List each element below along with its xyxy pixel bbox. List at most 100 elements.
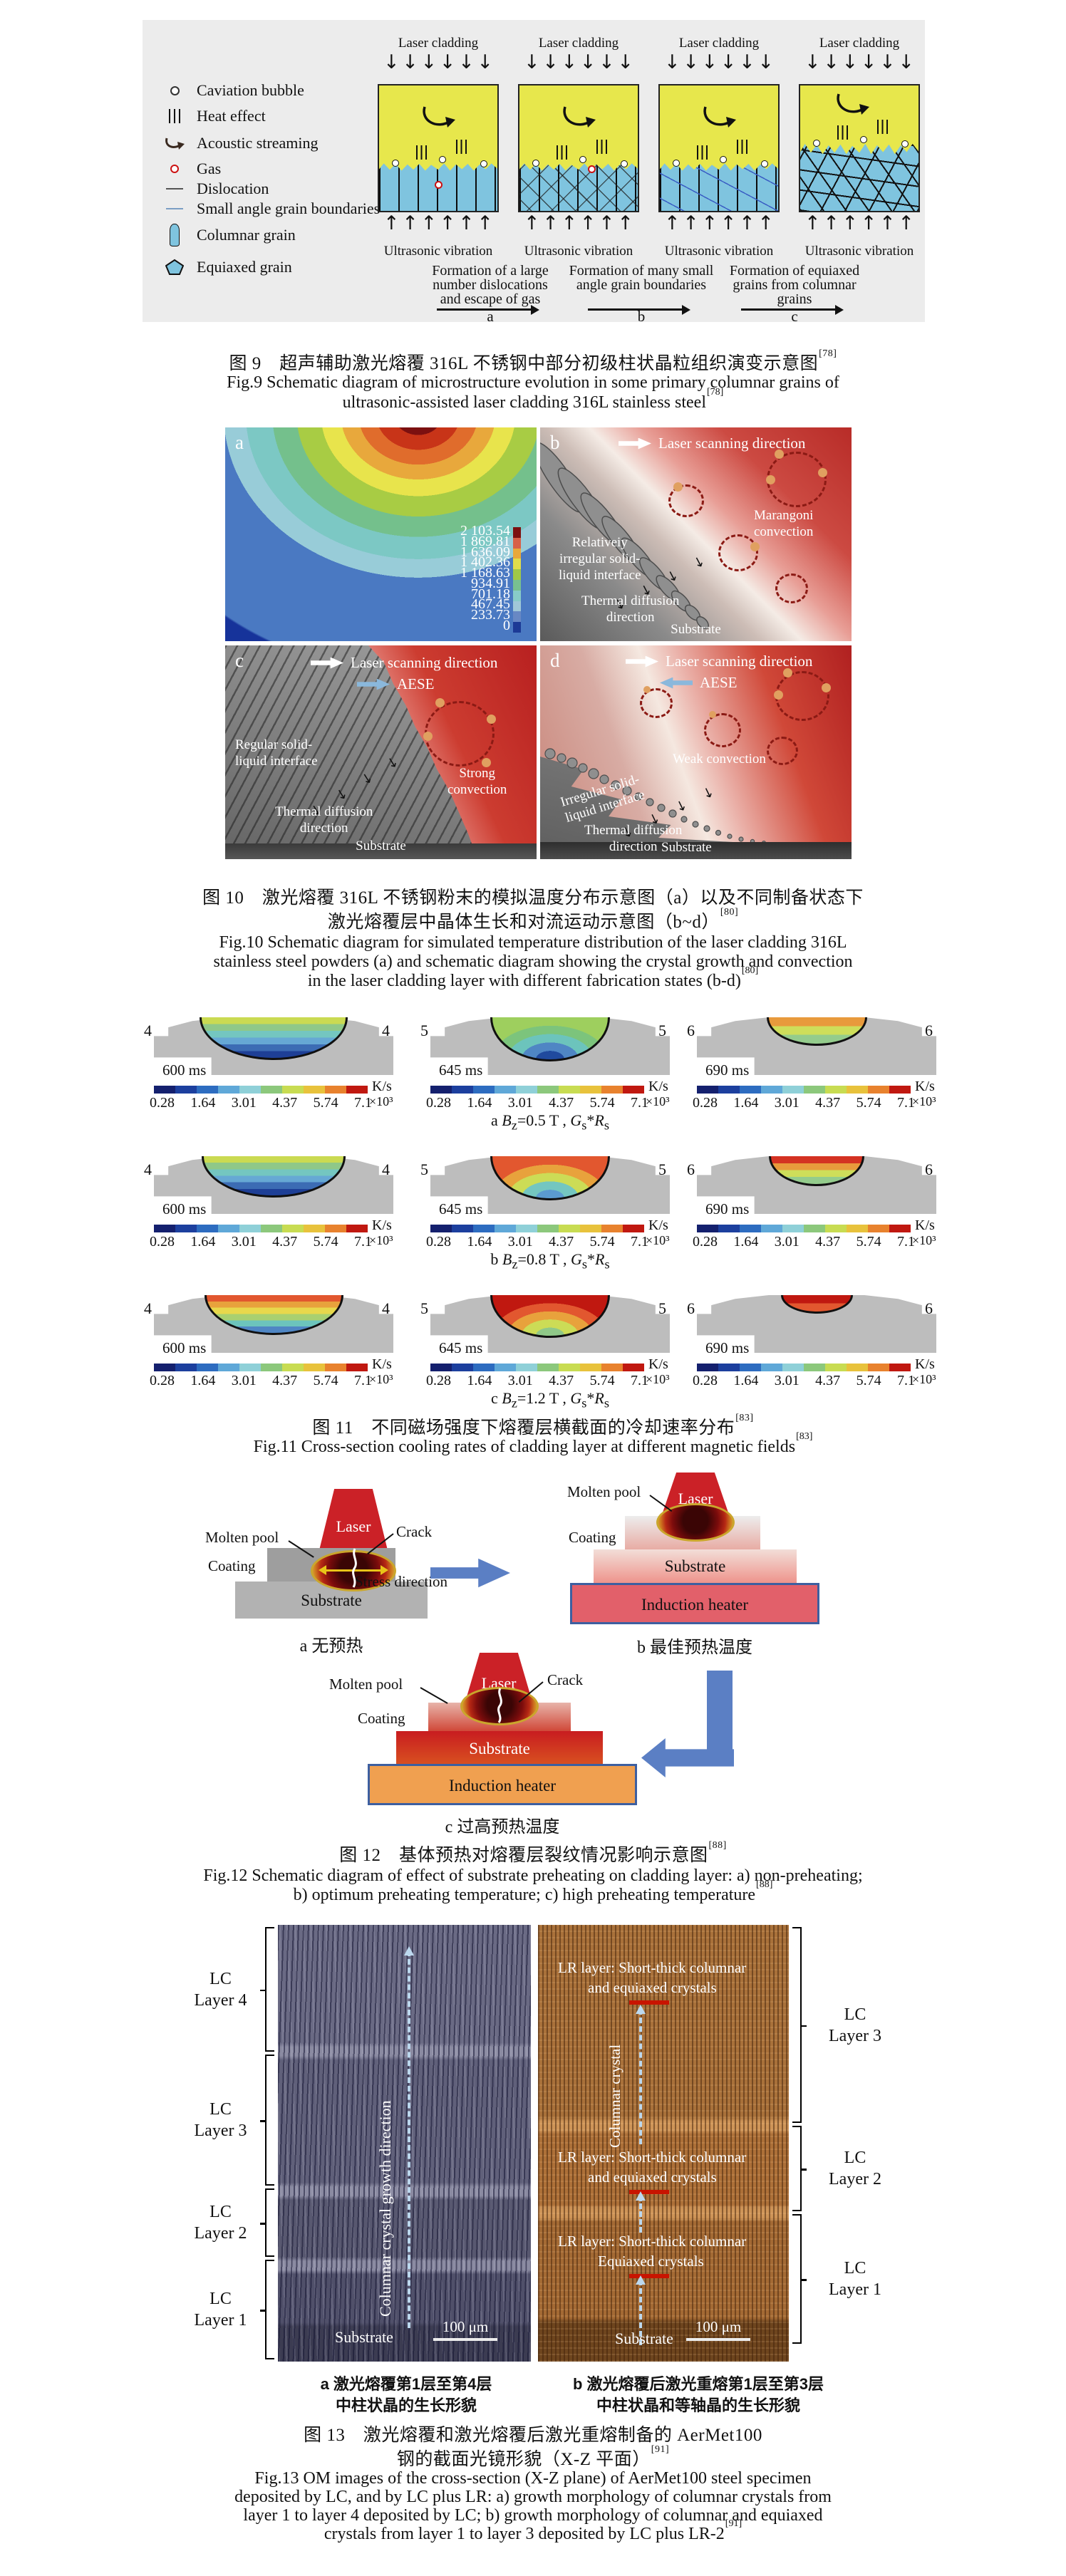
colorbar-scale: ×10³ xyxy=(912,1094,936,1108)
colorbar-scale: ×10³ xyxy=(369,1233,393,1247)
layer-label-line2: Layer 1 xyxy=(194,2311,247,2330)
colorbar-tick: 5.74 xyxy=(589,1095,615,1111)
substrate-block xyxy=(396,1731,603,1764)
colorbar-segment xyxy=(513,601,521,612)
convection-loop-icon xyxy=(775,573,808,603)
colorbar-segment xyxy=(513,611,521,623)
heat-effect-icon xyxy=(837,125,848,140)
laser-label: Laser xyxy=(336,1517,371,1535)
laser-arrows-down: ↓ ↓ ↓ ↓ ↓ ↓ xyxy=(383,51,493,73)
time-label: 690 ms xyxy=(701,1339,754,1357)
cooling-rate-colorbar xyxy=(697,1086,911,1094)
fig13-caption-zh2-text: 钢的截面光镜形貌（X-Z 平面） xyxy=(396,2450,651,2469)
convection-loop-icon xyxy=(774,668,831,721)
section-number-right: 4 xyxy=(382,1299,390,1317)
fig10-caption-en-ref: [80] xyxy=(741,965,759,976)
fig9-caption-zh: 图 9 超声辅助激光熔覆 316L 不锈钢中部分初级柱状晶粒组织演变示意图[78… xyxy=(0,348,1066,375)
crack-label: Crack xyxy=(547,1671,584,1688)
coating-label: Coating xyxy=(569,1529,616,1546)
colorbar-tick: 0.28 xyxy=(426,1373,451,1388)
laser-scanning-direction-label: Laser scanning direction xyxy=(311,654,497,672)
heat-effect-icon xyxy=(456,140,467,154)
coating-label: Coating xyxy=(208,1557,256,1574)
section-number-left: 5 xyxy=(420,1160,428,1178)
colorbar-scale: ×10³ xyxy=(369,1094,393,1108)
fig11-caption-zh-text: 图 11 不同磁场强度下熔覆层横截面的冷却速率分布 xyxy=(312,1418,735,1438)
columnar-crystals-illustration xyxy=(540,442,709,630)
fig13-caption-en3: layer 1 to layer 4 deposited by LC; b) g… xyxy=(243,2506,823,2525)
weak-convection-label: Weak convection xyxy=(673,752,766,767)
thermal-diffusion-label: Thermal diffusion direction xyxy=(581,593,680,625)
fig11-caption-en: Fig.11 Cross-section cooling rates of cl… xyxy=(0,1431,1066,1457)
colorbar-tick: 7.1 xyxy=(630,1095,648,1111)
fig9-panel: Laser cladding ↓ ↓ ↓ ↓ ↓ ↓ ↑ ↑ ↑ ↑ ↑ ↑ Ultrasonic vib… xyxy=(518,20,639,322)
fig10-panel-d-irregular-interface: d Laser scanning direction AESE Weak con… xyxy=(540,645,852,859)
blue-corner-arrow-icon xyxy=(641,1671,734,1777)
colorbar-tick: 4.37 xyxy=(549,1373,574,1388)
layer-label-line1: LC xyxy=(209,2290,232,2308)
cavitation-bubble-icon xyxy=(813,140,820,147)
layer-bracket xyxy=(792,2126,807,2211)
gas-icon xyxy=(588,165,596,173)
melt-pool-box xyxy=(378,84,499,212)
fig12-caption-en-ref: [88] xyxy=(756,1879,773,1890)
section-number-left: 4 xyxy=(144,1022,152,1039)
layer-label-line1: LC xyxy=(844,2149,866,2167)
colorbar-ticks: 0.28 1.64 3.01 4.37 5.74 7.1 xyxy=(693,1234,915,1250)
fig12-caption-zh-text: 图 12 基体预热对熔覆层裂纹情况影响示意图 xyxy=(339,1846,708,1865)
layer-label-line2: Layer 2 xyxy=(829,2170,881,2188)
blue-right-arrow-icon xyxy=(357,678,390,690)
stage-note-line: grains xyxy=(777,291,812,307)
colorbar-ticks: 0.28 1.64 3.01 4.37 5.74 7.1 xyxy=(426,1095,648,1111)
laser-beam-shape: Laser xyxy=(319,1489,388,1550)
thermal-diffusion-label: Thermal diffusion direction xyxy=(275,804,373,836)
fig9-caption-en2: ultrasonic-assisted laser cladding 316L … xyxy=(0,387,1066,412)
irregular-interface-label: Relativeiy irregular solid-liquid interfa… xyxy=(559,535,641,583)
colorbar-tick: 3.01 xyxy=(774,1373,800,1388)
growth-direction-arrow xyxy=(636,2005,646,2144)
layer-label-line1: LC xyxy=(209,2100,232,2119)
colorbar-segment xyxy=(513,579,521,591)
fig10-panel-a-letter: a xyxy=(235,432,244,453)
temperature-scale-value: 2 103.54 xyxy=(460,522,510,539)
fig10-temperature-colorbar xyxy=(513,527,521,633)
cavitation-bubble-icon xyxy=(480,160,487,167)
substrate-label: Substrate xyxy=(356,838,406,853)
colorbar-tick: 1.64 xyxy=(467,1234,492,1250)
colorbar-segment xyxy=(513,527,521,538)
section-number-left: 5 xyxy=(420,1299,428,1317)
colorbar-tick: 1.64 xyxy=(467,1095,492,1111)
leader-line xyxy=(420,1687,448,1704)
colorbar-unit: K/s xyxy=(648,1217,668,1233)
fig11-caption-en-text: Fig.11 Cross-section cooling rates of cl… xyxy=(253,1438,796,1456)
heat-effect-icon xyxy=(596,140,607,154)
time-label: 645 ms xyxy=(435,1339,487,1357)
fig13-caption-en4-text: crystals from layer 1 to layer 3 deposit… xyxy=(324,2525,725,2543)
colorbar-tick: 4.37 xyxy=(272,1234,298,1250)
fig10-panel-d-letter: d xyxy=(550,650,560,671)
melt-pool-box xyxy=(658,84,780,212)
colorbar-tick: 7.1 xyxy=(353,1373,372,1388)
stage-note: Formation of equiaxed grains from columna… xyxy=(702,264,887,306)
cavitation-bubble-icon xyxy=(392,160,399,167)
fig11-panel: 5 5 645 ms 0.28 1.64 3.01 4.37 5.74 7.1 K/s ×10³ xyxy=(419,996,681,1135)
temperature-scale-value: 1 402.36 xyxy=(460,554,510,571)
ultrasonic-arrows-up: ↑ ↑ ↑ ↑ ↑ ↑ xyxy=(524,212,633,234)
layer-bracket xyxy=(260,2260,274,2359)
fig10-panel-a-temperature-map: a 2 103.54 1 869.81 1 636.09 1 402.36 1 168.… xyxy=(225,427,537,641)
stage-note-line: grains from columnar xyxy=(733,277,857,293)
fig9-caption-en2-text: ultrasonic-assisted laser cladding 316L … xyxy=(342,393,706,412)
growth-direction-arrow xyxy=(636,2275,646,2345)
fig10-panel-b-letter: b xyxy=(550,432,560,453)
fig9-caption-en-ref: [78] xyxy=(707,387,724,398)
legend-item: Heat effect xyxy=(162,107,266,125)
colorbar-unit: K/s xyxy=(372,1079,392,1094)
lr-layer-label: LR layer: Short-thick columnar xyxy=(558,2149,747,2166)
right-arrow-icon xyxy=(619,437,651,450)
laser-scanning-direction-label: Laser scanning direction xyxy=(626,653,812,670)
colorbar-tick: 7.1 xyxy=(353,1234,372,1250)
fig11-caption-en-ref: [83] xyxy=(796,1431,813,1442)
temperature-scale-value: 1 869.81 xyxy=(460,533,510,549)
layer-bracket xyxy=(260,1927,274,2052)
fig10-panel-c-letter: c xyxy=(235,650,244,671)
